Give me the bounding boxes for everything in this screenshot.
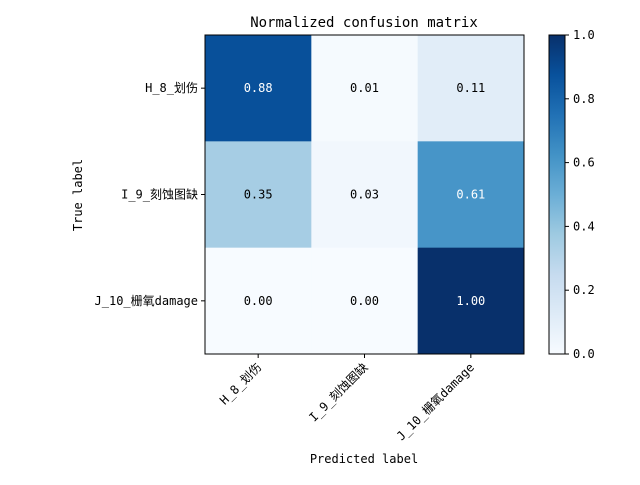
colorbar-tick-label-2: 0.4 bbox=[573, 219, 595, 233]
heatmap-cell-2-0 bbox=[205, 247, 312, 355]
x-tick-label-2: J_10_栅氧damage bbox=[393, 360, 477, 444]
cell-value-labels: 0.88 0.01 0.11 0.35 0.03 0.61 0.00 0.00 1.00 bbox=[244, 81, 486, 308]
y-tick-label-2: J_10_栅氧damage bbox=[95, 293, 198, 308]
y-tick-label-1: I_9_刻蚀图缺 bbox=[121, 187, 198, 202]
cell-value-label-0-2: 0.11 bbox=[456, 81, 485, 95]
heatmap-cells bbox=[205, 35, 525, 355]
heatmap-cell-0-0 bbox=[205, 35, 312, 142]
y-axis-label: True label bbox=[71, 159, 85, 231]
colorbar-tick-label-3: 0.6 bbox=[573, 156, 595, 170]
x-tick-label-0: H_8_划伤 bbox=[217, 360, 264, 407]
cell-value-label-0-1: 0.01 bbox=[350, 81, 379, 95]
cell-value-label-0-0: 0.88 bbox=[244, 81, 273, 95]
y-axis-ticks: H_8_划伤 I_9_刻蚀图缺 J_10_栅氧damage bbox=[95, 81, 205, 308]
colorbar-tick-label-0: 0.0 bbox=[573, 347, 595, 361]
colorbar-tick-label-4: 0.8 bbox=[573, 92, 595, 106]
colorbar-tick-label-1: 0.2 bbox=[573, 283, 595, 297]
heatmap-cell-0-1 bbox=[311, 35, 419, 142]
cell-value-label-2-1: 0.00 bbox=[350, 294, 379, 308]
heatmap-cell-0-2 bbox=[417, 35, 525, 142]
cell-value-label-2-0: 0.00 bbox=[244, 294, 273, 308]
chart-title: Normalized confusion matrix bbox=[250, 15, 478, 31]
cell-value-label-1-0: 0.35 bbox=[244, 188, 273, 202]
heatmap-cell-2-1 bbox=[311, 247, 419, 355]
colorbar-ticks: 0.0 0.2 0.4 0.6 0.8 1.0 bbox=[565, 28, 595, 361]
colorbar-tick-label-5: 1.0 bbox=[573, 28, 595, 42]
heatmap-cell-1-1 bbox=[311, 141, 419, 249]
cell-value-label-1-1: 0.03 bbox=[350, 188, 379, 202]
heatmap-cell-1-0 bbox=[205, 141, 312, 249]
x-axis-ticks: H_8_划伤 I_9_刻蚀图缺 J_10_栅氧damage bbox=[217, 354, 477, 443]
x-tick-label-1: I_9_刻蚀图缺 bbox=[306, 360, 371, 425]
heatmap-cell-1-2 bbox=[417, 141, 525, 249]
y-tick-label-0: H_8_划伤 bbox=[145, 81, 198, 95]
cell-value-label-1-2: 0.61 bbox=[456, 188, 485, 202]
cell-value-label-2-2: 1.00 bbox=[456, 294, 485, 308]
x-axis-label: Predicted label bbox=[310, 452, 418, 466]
heatmap-cell-2-2 bbox=[417, 247, 525, 355]
colorbar bbox=[548, 34, 566, 355]
